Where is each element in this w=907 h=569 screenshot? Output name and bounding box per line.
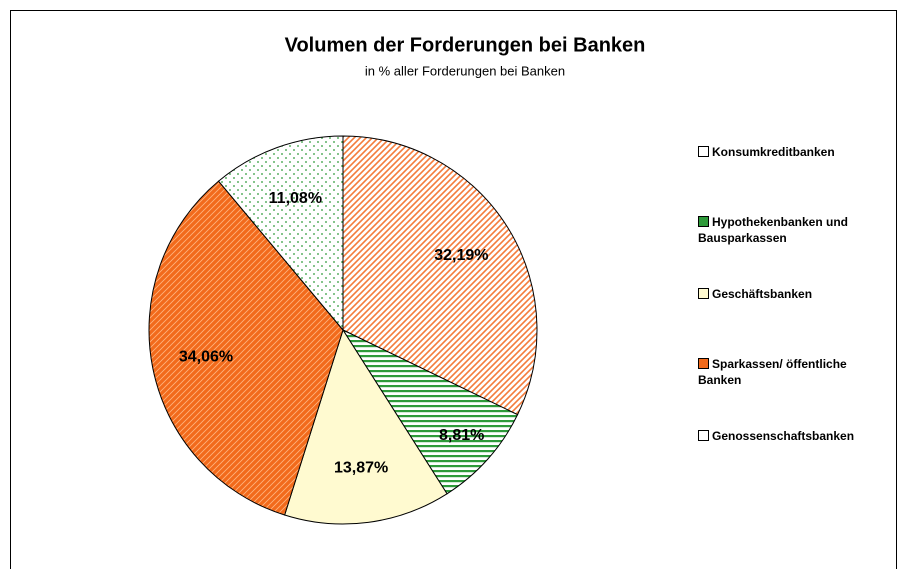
legend-swatch: [698, 430, 709, 441]
legend-swatch: [698, 288, 709, 299]
chart-frame: [10, 10, 897, 569]
legend-swatch: [698, 216, 709, 227]
legend-entry: Genossenschaftsbanken: [698, 428, 888, 444]
legend-swatch: [698, 358, 709, 369]
legend-label: Hypothekenbanken und Bausparkassen: [698, 215, 849, 245]
legend-entry: Hypothekenbanken und Bausparkassen: [698, 214, 888, 246]
legend-label: Geschäftsbanken: [712, 287, 813, 301]
legend-entry: Konsumkreditbanken: [698, 144, 888, 160]
pie-slice: [217, 135, 344, 332]
data-label: 32,19%: [434, 247, 488, 264]
legend-label: Konsumkreditbanken: [712, 145, 835, 159]
data-label: 8,81%: [439, 427, 484, 444]
pie-slice: [342, 135, 538, 416]
data-label: 34,06%: [179, 348, 233, 365]
chart-title: Volumen der Forderungen bei Banken: [285, 34, 646, 56]
data-label: 13,87%: [334, 460, 388, 477]
data-label: 11,08%: [269, 190, 322, 207]
chart-subtitle: in % aller Forderungen bei Banken: [365, 63, 565, 78]
legend-entry: Sparkassen/ öffentliche Banken: [698, 356, 888, 388]
legend-swatch: [698, 146, 709, 157]
legend-label: Genossenschaftsbanken: [712, 429, 855, 443]
pie-slice: [283, 328, 448, 525]
pie-slice: [341, 328, 519, 495]
legend-label: Sparkassen/ öffentliche Banken: [698, 357, 847, 387]
pie-slice: [148, 180, 344, 516]
legend-entry: Geschäftsbanken: [698, 286, 888, 302]
